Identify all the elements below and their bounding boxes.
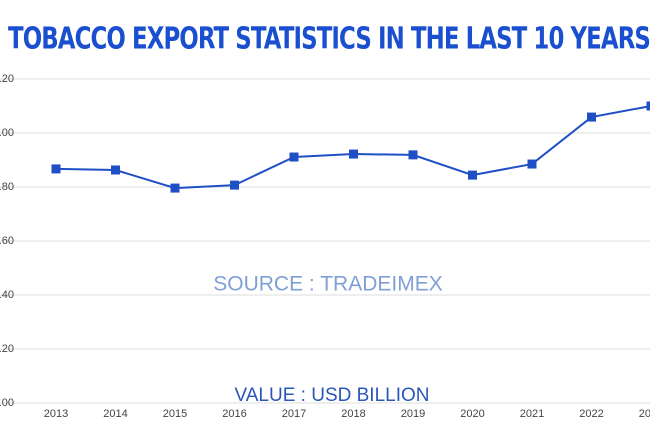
x-tick-label: 2022 [579, 408, 603, 420]
point-marker [527, 159, 537, 169]
y-tick-label: 0.40 [0, 289, 14, 301]
point-marker [646, 101, 650, 111]
y-tick-label: 1.00 [0, 127, 14, 139]
point-marker [230, 180, 239, 190]
x-tick-label: 2018 [341, 408, 365, 420]
x-tick-label: 2013 [44, 408, 68, 420]
x-tick-label: 2014 [103, 408, 127, 420]
y-tick-label: 0.60 [0, 235, 14, 247]
point-marker [111, 165, 120, 175]
y-tick-label: 0.00 [0, 397, 14, 409]
point-marker [51, 164, 61, 174]
x-tick-label: 2016 [222, 408, 246, 420]
point-marker [408, 150, 418, 160]
y-tick-label: 0.80 [0, 181, 14, 193]
y-tick-label: 0.20 [0, 343, 14, 355]
x-tick-label: 2019 [401, 408, 425, 420]
x-tick-label: 2023 [639, 408, 650, 420]
x-tick-label: 2020 [460, 408, 484, 420]
point-marker [170, 183, 180, 193]
y-tick-label: 1.20 [0, 73, 14, 85]
x-tick-label: 2015 [163, 408, 187, 420]
point-marker [468, 170, 477, 180]
point-marker [587, 112, 596, 122]
x-tick-label: 2017 [282, 408, 306, 420]
point-marker [349, 149, 358, 159]
point-marker [289, 152, 299, 162]
chart-title: TOBACCO EXPORT STATISTICS IN THE LAST 10… [8, 22, 650, 57]
x-tick-label: 2021 [520, 408, 544, 420]
source-annotation: SOURCE : TRADEIMEX [213, 273, 442, 296]
series-line [55, 105, 650, 190]
unit-annotation: VALUE : USD BILLION [235, 385, 430, 406]
